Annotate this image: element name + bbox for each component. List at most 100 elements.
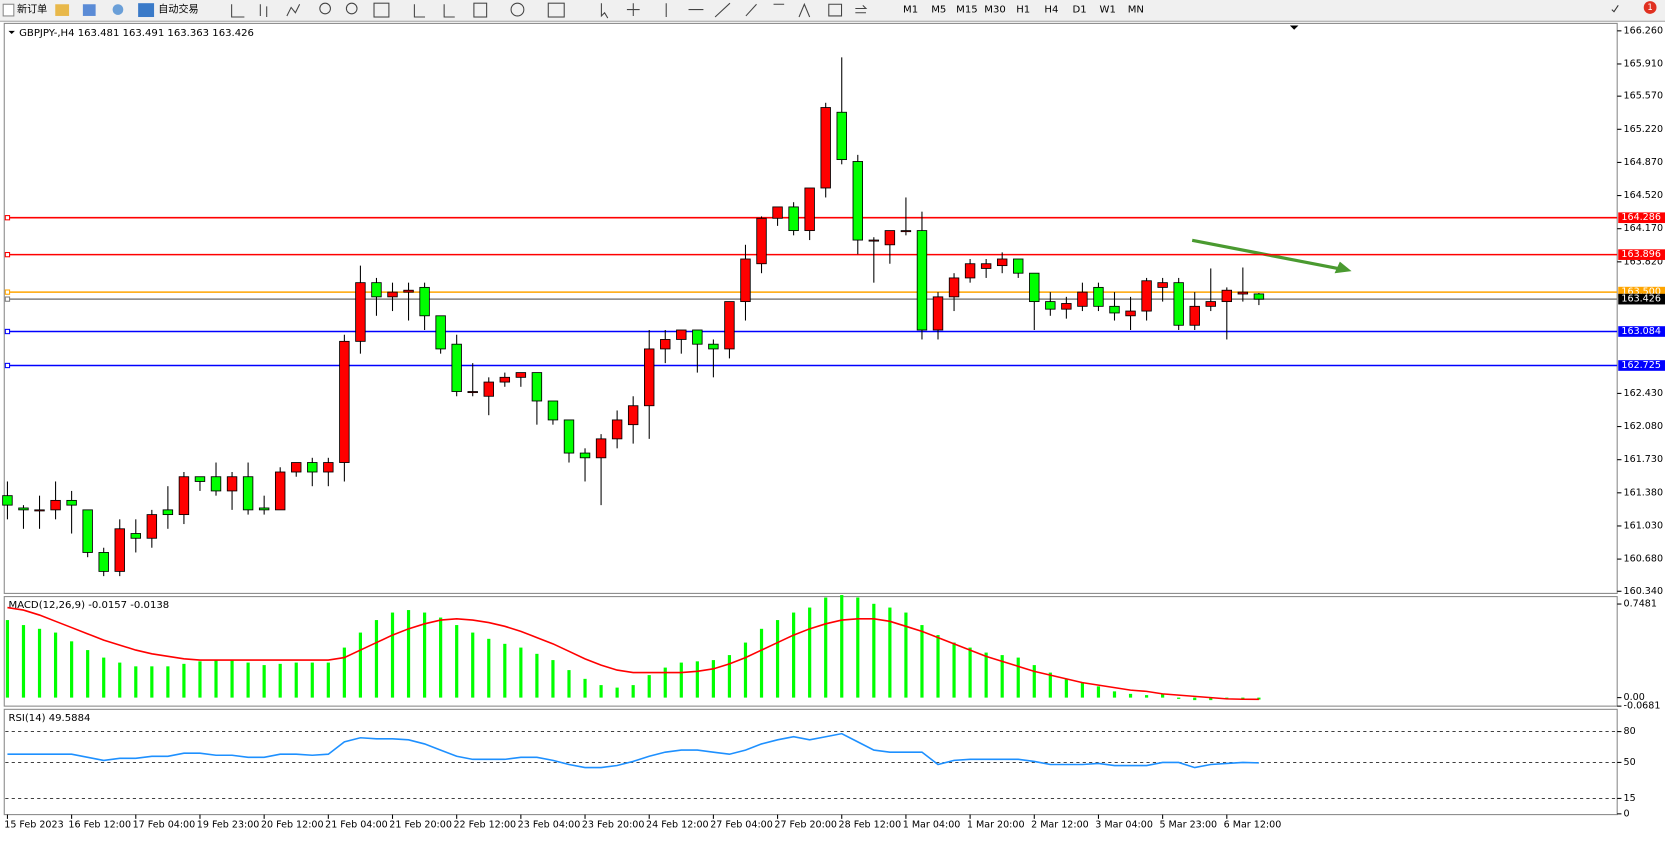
candle-body — [531, 372, 543, 402]
macd-bar — [743, 642, 748, 698]
candle-body — [1125, 310, 1136, 317]
level-handle — [4, 296, 11, 302]
candle-body — [499, 376, 511, 383]
drawing-tools — [231, 2, 868, 19]
candle-body — [451, 343, 462, 392]
chart-type-icons[interactable] — [231, 4, 301, 18]
price-tick-label: 165.220 — [1624, 124, 1663, 135]
timeframe-button[interactable]: M15 — [956, 5, 978, 16]
candle-body — [1045, 301, 1056, 310]
macd-bar — [904, 612, 908, 698]
price-tick-label: 163.820 — [1624, 256, 1663, 267]
icon[interactable] — [82, 4, 96, 16]
new-order[interactable]: 新订单 — [17, 3, 47, 16]
candle-body — [291, 462, 302, 473]
macd-bar — [1080, 682, 1085, 698]
candle-body — [226, 476, 238, 492]
time-label: 23 Feb 20:00 — [582, 820, 645, 831]
timeframe-button[interactable]: W1 — [1100, 5, 1116, 16]
timeframe-button[interactable]: H4 — [1044, 5, 1058, 16]
price-tick-label: 162.080 — [1624, 421, 1663, 432]
macd-bar — [166, 666, 170, 698]
candle-body — [1077, 291, 1088, 307]
candle-body — [836, 111, 847, 161]
candle-body — [884, 230, 896, 246]
macd-bar — [647, 675, 651, 698]
auto-trading[interactable]: 自动交易 — [158, 3, 198, 16]
time-label: 27 Feb 04:00 — [710, 820, 773, 831]
timeframe-button[interactable]: M30 — [984, 5, 1006, 16]
candle-body — [1093, 286, 1104, 307]
scroll-icons[interactable] — [413, 4, 455, 18]
macd-bar — [471, 632, 475, 698]
macd-bar — [631, 685, 635, 698]
macd-bar — [792, 612, 796, 698]
zoom-out[interactable] — [345, 2, 358, 15]
timeframe-button[interactable]: H1 — [1016, 5, 1030, 16]
macd-bar — [856, 597, 860, 698]
icon[interactable] — [112, 4, 124, 15]
macd-bar — [615, 687, 619, 698]
macd-bar — [1032, 665, 1036, 698]
price-tick-label: 166.260 — [1624, 25, 1663, 36]
macd-bar — [1096, 686, 1101, 698]
macd-label: MACD(12,26,9) -0.0157 -0.0138 — [9, 600, 170, 611]
macd-bar — [487, 638, 491, 698]
macd-bar — [439, 617, 443, 698]
macd-bar — [198, 661, 202, 698]
macd-bar — [695, 661, 699, 698]
macd-bar — [310, 662, 314, 698]
macd-bar — [5, 620, 10, 698]
candle-body — [1013, 258, 1024, 274]
time-label: 6 Mar 12:00 — [1224, 820, 1282, 831]
candle-body — [387, 291, 398, 298]
level-tag-label: 164.286 — [1621, 212, 1660, 223]
menu-arrow — [8, 30, 15, 35]
candle-body — [210, 476, 222, 492]
macd-tick-label: 0.00 — [1624, 692, 1645, 703]
notification-badge[interactable] — [1643, 1, 1657, 14]
candle-body — [868, 239, 880, 242]
macd-bar — [278, 663, 282, 698]
timeframe-button[interactable]: M5 — [931, 5, 946, 16]
candle-body — [146, 514, 158, 539]
macd-bar — [102, 657, 106, 698]
candle-body — [724, 301, 735, 350]
timeframe-button[interactable]: MN — [1128, 5, 1144, 16]
level-handle — [4, 362, 11, 369]
time-label: 3 Mar 04:00 — [1095, 820, 1153, 831]
indicators[interactable] — [473, 2, 488, 18]
candle-body — [435, 315, 446, 350]
macd-signal — [7, 606, 1259, 701]
notification-count[interactable]: 1 — [1647, 3, 1652, 13]
object-tools[interactable] — [600, 2, 868, 19]
search-icon[interactable] — [1611, 5, 1619, 13]
level-tag-label: 162.725 — [1621, 360, 1660, 371]
macd-bar — [551, 660, 555, 698]
macd-bar — [1177, 697, 1181, 699]
time-label: 28 Feb 12:00 — [839, 820, 902, 831]
icon[interactable] — [55, 4, 70, 16]
chart-header: GBPJPY-,H4 163.481 163.491 163.363 163.4… — [19, 28, 254, 39]
candle-body — [772, 206, 783, 219]
macd-bar — [326, 662, 330, 698]
macd-bar — [342, 647, 346, 698]
macd-tick-label: 0.7481 — [1624, 599, 1657, 610]
periods[interactable] — [510, 2, 525, 17]
auto-trading-icon[interactable] — [138, 3, 155, 18]
templates[interactable] — [547, 2, 565, 18]
time-label: 27 Feb 20:00 — [774, 820, 837, 831]
price-tick-label: 165.910 — [1624, 58, 1663, 69]
new-order-icon[interactable] — [2, 3, 15, 17]
timeframe-button[interactable]: M1 — [903, 5, 918, 16]
timeframe-button[interactable]: D1 — [1072, 5, 1086, 16]
tile[interactable] — [373, 2, 390, 18]
macd-bar — [1016, 657, 1020, 698]
macd-bar — [1161, 693, 1165, 698]
candle-body — [1109, 305, 1120, 314]
candle-body — [419, 286, 430, 317]
zoom-in[interactable] — [319, 2, 331, 15]
macd-bar — [583, 678, 587, 698]
